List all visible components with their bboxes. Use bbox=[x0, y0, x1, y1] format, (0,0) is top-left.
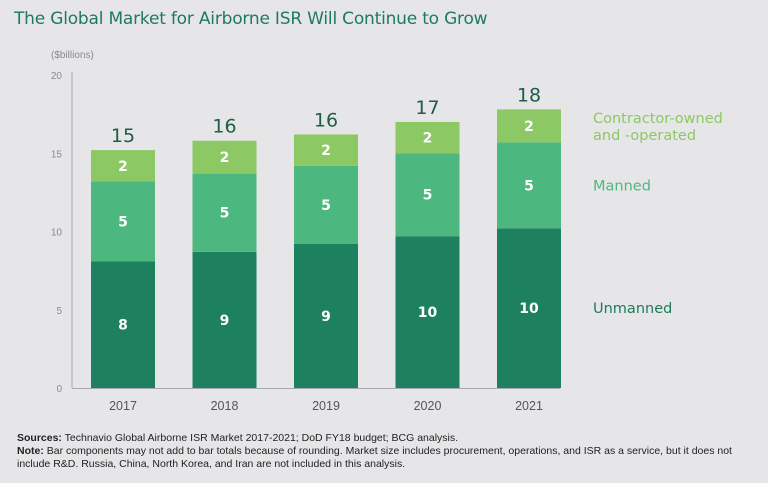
sources-line: Sources: Technavio Global Airborne ISR M… bbox=[17, 432, 747, 445]
bar-total-label: 15 bbox=[111, 125, 135, 147]
bar-segment-unmanned bbox=[497, 228, 561, 388]
x-axis-labels: 2017 2018 2019 2020 2021 bbox=[109, 399, 543, 413]
bar-segment-value-label: 9 bbox=[321, 309, 331, 325]
bar-total-label: 16 bbox=[212, 116, 236, 138]
bar-total-label: 18 bbox=[517, 84, 541, 106]
bar-segment-value-label: 2 bbox=[220, 150, 230, 166]
bars-group: 8 5 2 15 9 5 2 16 9 5 2 16 10 5 2 17 10 5 2 18 bbox=[91, 84, 561, 388]
bar-total-label: 17 bbox=[415, 97, 439, 119]
bar-segment-contractor-owned-and-operated bbox=[294, 134, 358, 166]
bar-segment-value-label: 5 bbox=[118, 214, 128, 230]
y-tick-label: 10 bbox=[51, 228, 63, 239]
note-label: Note: bbox=[17, 445, 44, 457]
y-tick-label: 5 bbox=[56, 306, 62, 317]
legend-label-contractor-owned-and-operated: Contractor-owned and -operated bbox=[593, 111, 723, 144]
bar-segment-value-label: 8 bbox=[118, 318, 128, 334]
bar-segment-unmanned bbox=[192, 251, 257, 388]
bar-segment-manned bbox=[192, 173, 257, 252]
bar-segment-contractor-owned-and-operated bbox=[497, 109, 561, 143]
bar-segment-manned bbox=[294, 165, 358, 245]
x-tick-label: 2020 bbox=[414, 399, 442, 413]
sources-label: Sources: bbox=[17, 432, 62, 444]
bar-total-label: 16 bbox=[314, 109, 338, 131]
bar-stack-2021: 10 5 2 18 bbox=[497, 84, 561, 388]
bar-segment-unmanned bbox=[294, 244, 358, 388]
bar-stack-2018: 9 5 2 16 bbox=[192, 116, 257, 388]
bar-segment-value-label: 2 bbox=[321, 143, 331, 159]
bar-stack-2019: 9 5 2 16 bbox=[294, 109, 358, 388]
x-tick-label: 2019 bbox=[312, 399, 340, 413]
bar-segment-value-label: 5 bbox=[321, 198, 331, 214]
note-line: Note: Bar components may not add to bar … bbox=[17, 445, 747, 471]
bar-segment-value-label: 5 bbox=[220, 206, 230, 222]
bar-segment-value-label: 2 bbox=[524, 119, 534, 135]
bar-segment-value-label: 10 bbox=[519, 301, 539, 317]
chart-title: The Global Market for Airborne ISR Will … bbox=[14, 9, 488, 29]
bar-stack-2017: 8 5 2 15 bbox=[91, 125, 155, 388]
bar-segment-manned bbox=[91, 181, 155, 262]
stacked-bar-chart: ($billions) 0 5 10 15 20 8 5 2 15 9 5 2 16 9 5 2 16 10 5 2… bbox=[51, 50, 723, 413]
x-tick-label: 2017 bbox=[109, 399, 137, 413]
legend: Unmanned Manned Contractor-owned and -opera… bbox=[593, 111, 723, 317]
bar-segment-unmanned bbox=[91, 261, 155, 388]
bar-segment-contractor-owned-and-operated bbox=[192, 140, 257, 174]
y-tick-label: 0 bbox=[56, 384, 62, 395]
bar-segment-value-label: 5 bbox=[524, 178, 534, 194]
footer-notes: Sources: Technavio Global Airborne ISR M… bbox=[17, 432, 747, 471]
sources-text: Technavio Global Airborne ISR Market 201… bbox=[61, 432, 459, 444]
bar-segment-value-label: 10 bbox=[418, 305, 438, 321]
y-axis-unit-label: ($billions) bbox=[51, 50, 94, 61]
legend-label-unmanned: Unmanned bbox=[593, 301, 672, 317]
bar-segment-manned bbox=[497, 142, 561, 229]
legend-label-manned: Manned bbox=[593, 178, 651, 194]
bar-segment-value-label: 5 bbox=[423, 188, 433, 204]
x-tick-label: 2021 bbox=[515, 399, 543, 413]
bar-segment-manned bbox=[395, 153, 460, 237]
y-axis-ticks: 0 5 10 15 20 bbox=[51, 71, 63, 395]
bar-segment-unmanned bbox=[395, 236, 460, 388]
bar-segment-value-label: 9 bbox=[220, 313, 230, 329]
y-tick-label: 15 bbox=[51, 149, 63, 160]
note-text: Bar components may not add to bar totals… bbox=[17, 445, 732, 470]
y-tick-label: 20 bbox=[51, 71, 63, 82]
bar-segment-value-label: 2 bbox=[423, 131, 433, 147]
bar-segment-value-label: 2 bbox=[118, 159, 128, 175]
bar-stack-2020: 10 5 2 17 bbox=[395, 97, 460, 388]
x-tick-label: 2018 bbox=[211, 399, 239, 413]
bar-segment-contractor-owned-and-operated bbox=[395, 121, 460, 154]
bar-segment-contractor-owned-and-operated bbox=[91, 150, 155, 182]
